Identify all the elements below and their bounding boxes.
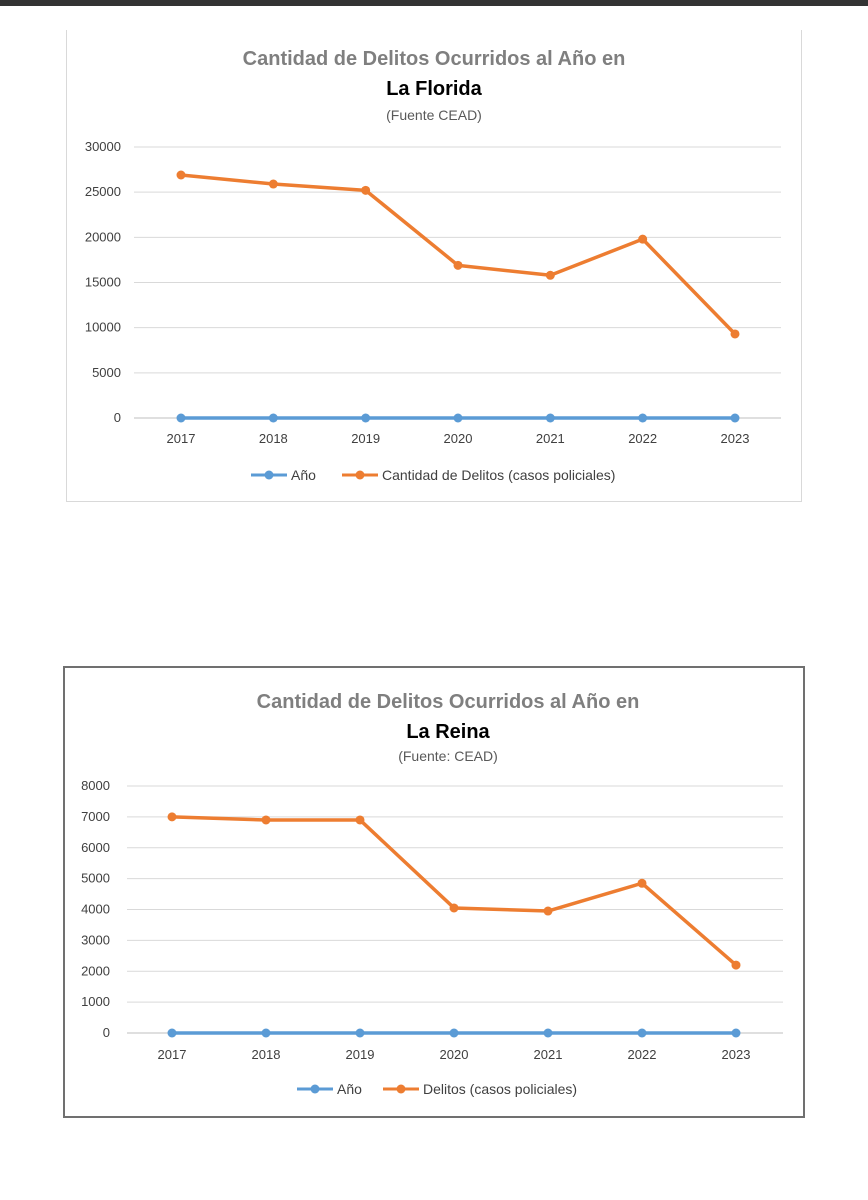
- legend-swatch-marker: [310, 1084, 320, 1094]
- chart-source: (Fuente: CEAD): [398, 748, 498, 764]
- legend-swatch-marker: [396, 1084, 406, 1094]
- data-point: [545, 413, 555, 423]
- data-point: [637, 878, 647, 888]
- data-point: [361, 185, 371, 195]
- data-point: [268, 179, 278, 189]
- chart-legend: Año Cantidad de Delitos (casos policiales…: [251, 467, 615, 483]
- chart-la-florida: Cantidad de Delitos Ocurridos al Año en …: [66, 30, 802, 502]
- x-tick-label: 2022: [628, 431, 657, 446]
- data-point: [355, 815, 365, 825]
- legend-label: Año: [337, 1081, 362, 1097]
- x-tick-label: 2017: [158, 1047, 187, 1062]
- y-tick-label: 0: [103, 1025, 110, 1040]
- x-tick-label: 2019: [346, 1047, 375, 1062]
- legend-label: Delitos (casos policiales): [423, 1081, 577, 1097]
- chart-la-reina: Cantidad de Delitos Ocurridos al Año en …: [63, 666, 805, 1118]
- chart-source: (Fuente CEAD): [386, 107, 482, 123]
- y-tick-label: 1000: [81, 994, 110, 1009]
- y-tick-label: 0: [114, 410, 121, 425]
- data-point: [638, 413, 648, 423]
- data-point: [449, 903, 459, 913]
- chart-subtitle: La Reina: [406, 721, 490, 743]
- y-tick-label: 15000: [85, 275, 121, 290]
- y-tick-label: 7000: [81, 809, 110, 824]
- legend-label: Cantidad de Delitos (casos policiales): [382, 467, 615, 483]
- chart-la-florida-svg: Cantidad de Delitos Ocurridos al Año en …: [85, 48, 781, 483]
- data-point: [261, 1028, 271, 1038]
- chart-plot-area: [176, 170, 740, 423]
- data-point: [543, 906, 553, 916]
- data-point: [731, 960, 741, 970]
- data-point: [268, 413, 278, 423]
- y-tick-label: 20000: [85, 229, 121, 244]
- top-border-bar: [0, 0, 868, 6]
- data-point: [638, 234, 648, 244]
- y-tick-label: 10000: [85, 320, 121, 335]
- chart-title: Cantidad de Delitos Ocurridos al Año en: [243, 48, 626, 70]
- data-point: [545, 270, 555, 280]
- data-point: [449, 1028, 459, 1038]
- chart-axes: 30000 25000 20000 15000 10000 5000 0 2017 2018 20…: [85, 139, 781, 446]
- data-point: [176, 170, 186, 180]
- legend-swatch-marker: [264, 470, 274, 480]
- series-line-1: [170, 815, 738, 967]
- data-point: [730, 329, 740, 339]
- x-tick-label: 2020: [444, 431, 473, 446]
- chart-title: Cantidad de Delitos Ocurridos al Año en: [257, 691, 640, 713]
- series-line-1: [179, 173, 737, 336]
- data-point: [731, 1028, 741, 1038]
- y-tick-label: 25000: [85, 184, 121, 199]
- chart-plot-area: [167, 812, 741, 1038]
- data-point: [543, 1028, 553, 1038]
- legend-swatch-marker: [355, 470, 365, 480]
- y-tick-label: 5000: [92, 365, 121, 380]
- data-point: [730, 413, 740, 423]
- chart-legend: Año Delitos (casos policiales): [297, 1081, 577, 1097]
- y-tick-label: 5000: [81, 871, 110, 886]
- data-point: [167, 812, 177, 822]
- x-tick-label: 2021: [536, 431, 565, 446]
- data-point: [453, 260, 463, 270]
- data-point: [176, 413, 186, 423]
- x-tick-label: 2020: [440, 1047, 469, 1062]
- data-point: [637, 1028, 647, 1038]
- x-tick-label: 2018: [252, 1047, 281, 1062]
- x-tick-label: 2022: [628, 1047, 657, 1062]
- x-tick-label: 2021: [534, 1047, 563, 1062]
- chart-axes: 8000 7000 6000 5000 4000 3000 2000 1000 0 2017 201…: [81, 778, 783, 1062]
- data-point: [361, 413, 371, 423]
- x-tick-label: 2023: [722, 1047, 751, 1062]
- data-point: [261, 815, 271, 825]
- x-tick-label: 2023: [721, 431, 750, 446]
- y-tick-label: 3000: [81, 932, 110, 947]
- y-tick-label: 8000: [81, 778, 110, 793]
- y-tick-label: 30000: [85, 139, 121, 154]
- y-tick-label: 2000: [81, 963, 110, 978]
- data-point: [167, 1028, 177, 1038]
- chart-subtitle: La Florida: [386, 78, 482, 100]
- data-point: [355, 1028, 365, 1038]
- legend-label: Año: [291, 467, 316, 483]
- data-point: [453, 413, 463, 423]
- chart-la-reina-svg: Cantidad de Delitos Ocurridos al Año en …: [81, 691, 783, 1097]
- x-tick-label: 2017: [167, 431, 196, 446]
- y-tick-label: 4000: [81, 902, 110, 917]
- y-tick-label: 6000: [81, 840, 110, 855]
- x-tick-label: 2018: [259, 431, 288, 446]
- x-tick-label: 2019: [351, 431, 380, 446]
